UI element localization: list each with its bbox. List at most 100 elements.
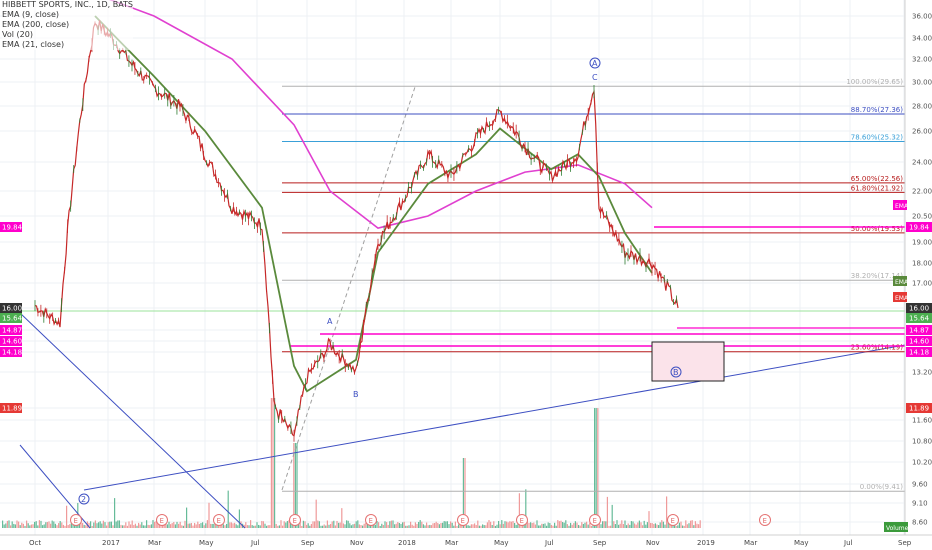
y-tick-label: 13.20 (912, 369, 932, 377)
fib-level-label: 61.80%(21.92) (851, 184, 903, 192)
volume-bar (312, 521, 314, 528)
earnings-marker-icon[interactable] (589, 514, 601, 526)
volume-bar (582, 523, 584, 528)
legend-ema21[interactable]: EMA (21, close) (2, 40, 65, 49)
volume-bar (282, 525, 284, 528)
price-badge-bg (906, 303, 932, 313)
volume-bar (558, 521, 560, 528)
volume-bar (10, 525, 12, 528)
volume-bar (512, 521, 514, 528)
volume-bar (608, 525, 610, 528)
volume-bar (229, 522, 231, 528)
volume-bar (437, 522, 439, 528)
volume-bar (318, 521, 320, 528)
legend-ema9[interactable]: EMA (9, close) (2, 10, 59, 19)
volume-bar (378, 522, 380, 528)
volume-bar (69, 524, 71, 528)
volume-bar (94, 520, 96, 528)
volume-bar (584, 522, 586, 528)
volume-bar (666, 496, 668, 528)
wave-circle-a-label: A (592, 59, 598, 68)
volume-bar (394, 524, 396, 528)
volume-bar (384, 521, 386, 528)
ema21-tag-bg (893, 276, 907, 286)
volume-bar (581, 522, 583, 528)
price-badge-left: 15.64 (2, 315, 23, 323)
earnings-marker-icon[interactable] (156, 514, 168, 526)
price-badge-left: 14.60 (2, 338, 22, 346)
volume-bar (264, 523, 266, 528)
earnings-marker-icon[interactable] (70, 514, 82, 526)
earnings-marker-icon[interactable] (759, 514, 771, 526)
legend-ema200[interactable]: EMA (200, close) (2, 20, 70, 29)
volume-bar (462, 458, 464, 528)
volume-bar (24, 525, 26, 528)
y-tick-label: 8.60 (912, 519, 928, 527)
volume-bar (373, 524, 375, 528)
volume-bar (147, 524, 149, 528)
volume-bar (352, 524, 354, 528)
volume-bar (210, 523, 212, 528)
volume-bar (627, 523, 629, 528)
volume-bar (491, 524, 493, 528)
fib-dashed-diagonal (281, 86, 416, 491)
y-tick-label: 26.00 (912, 128, 932, 136)
volume-bar (370, 525, 372, 528)
volume-bar (450, 521, 452, 528)
earnings-marker-icon[interactable] (365, 514, 377, 526)
volume-bar (232, 523, 234, 528)
x-tick-label: Mar (148, 539, 161, 547)
y-tick-label: 18.00 (912, 260, 932, 268)
volume-bar (579, 525, 581, 528)
volume-bar (27, 523, 29, 528)
price-badge: 19.84 (909, 224, 930, 232)
volume-bar (562, 522, 564, 528)
volume-bar (414, 522, 416, 528)
volume-bar (381, 523, 383, 528)
volume-bar (413, 525, 415, 528)
volume-bar (155, 521, 157, 528)
volume-bar (622, 524, 624, 528)
earnings-marker-icon[interactable] (289, 514, 301, 526)
target-box[interactable] (651, 341, 725, 382)
earnings-marker-icon[interactable] (667, 514, 679, 526)
earnings-marker-icon[interactable] (516, 514, 528, 526)
volume-bar (518, 493, 520, 528)
volume-bar (544, 523, 546, 528)
time-axis[interactable]: Oct 2017 Mar May Jul Sep Nov 2018 Mar May Jul Sep No… (29, 539, 912, 547)
volume-bar (42, 525, 44, 528)
volume-bar (96, 523, 98, 528)
wave-circle-a-icon (589, 57, 601, 69)
volume-bar (170, 524, 172, 528)
volume-bar (216, 525, 218, 528)
volume-bar (477, 520, 479, 528)
volume-bar (515, 524, 517, 528)
volume-bar (21, 522, 23, 528)
volume-bar (426, 522, 428, 528)
legend-vol[interactable]: Vol (20) (2, 30, 33, 39)
volume-bar (509, 521, 511, 528)
volume-bar (454, 521, 456, 528)
volume-bar (115, 521, 117, 528)
volume-bar (448, 524, 450, 528)
volume-bar (146, 520, 148, 528)
volume-bar (78, 524, 80, 528)
volume-bar (198, 524, 200, 528)
earnings-marker-label: E (593, 517, 597, 525)
earnings-marker-icon[interactable] (213, 514, 225, 526)
legend-symbol[interactable]: HIBBETT SPORTS, INC., 1D, BATS (2, 0, 134, 9)
earnings-marker-icon[interactable] (457, 514, 469, 526)
volume-bar (38, 520, 40, 528)
price-badge: 16.00 (909, 305, 929, 313)
x-tick-label: 2017 (102, 539, 120, 547)
x-tick-label: May (794, 539, 808, 547)
volume-bar (266, 525, 268, 528)
volume-bar (514, 522, 516, 528)
volume-bar (85, 525, 87, 528)
volume-bar (70, 520, 72, 528)
volume-bar (648, 511, 650, 528)
volume-bar (222, 524, 224, 528)
volume-bar (395, 523, 397, 528)
